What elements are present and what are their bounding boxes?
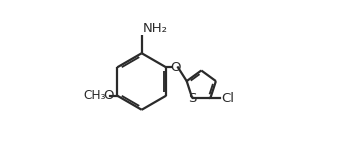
- Text: O: O: [104, 89, 114, 102]
- Text: O: O: [170, 61, 180, 74]
- Text: Cl: Cl: [221, 92, 234, 105]
- Text: NH₂: NH₂: [142, 22, 167, 35]
- Text: S: S: [188, 92, 197, 105]
- Text: CH₃: CH₃: [83, 89, 105, 102]
